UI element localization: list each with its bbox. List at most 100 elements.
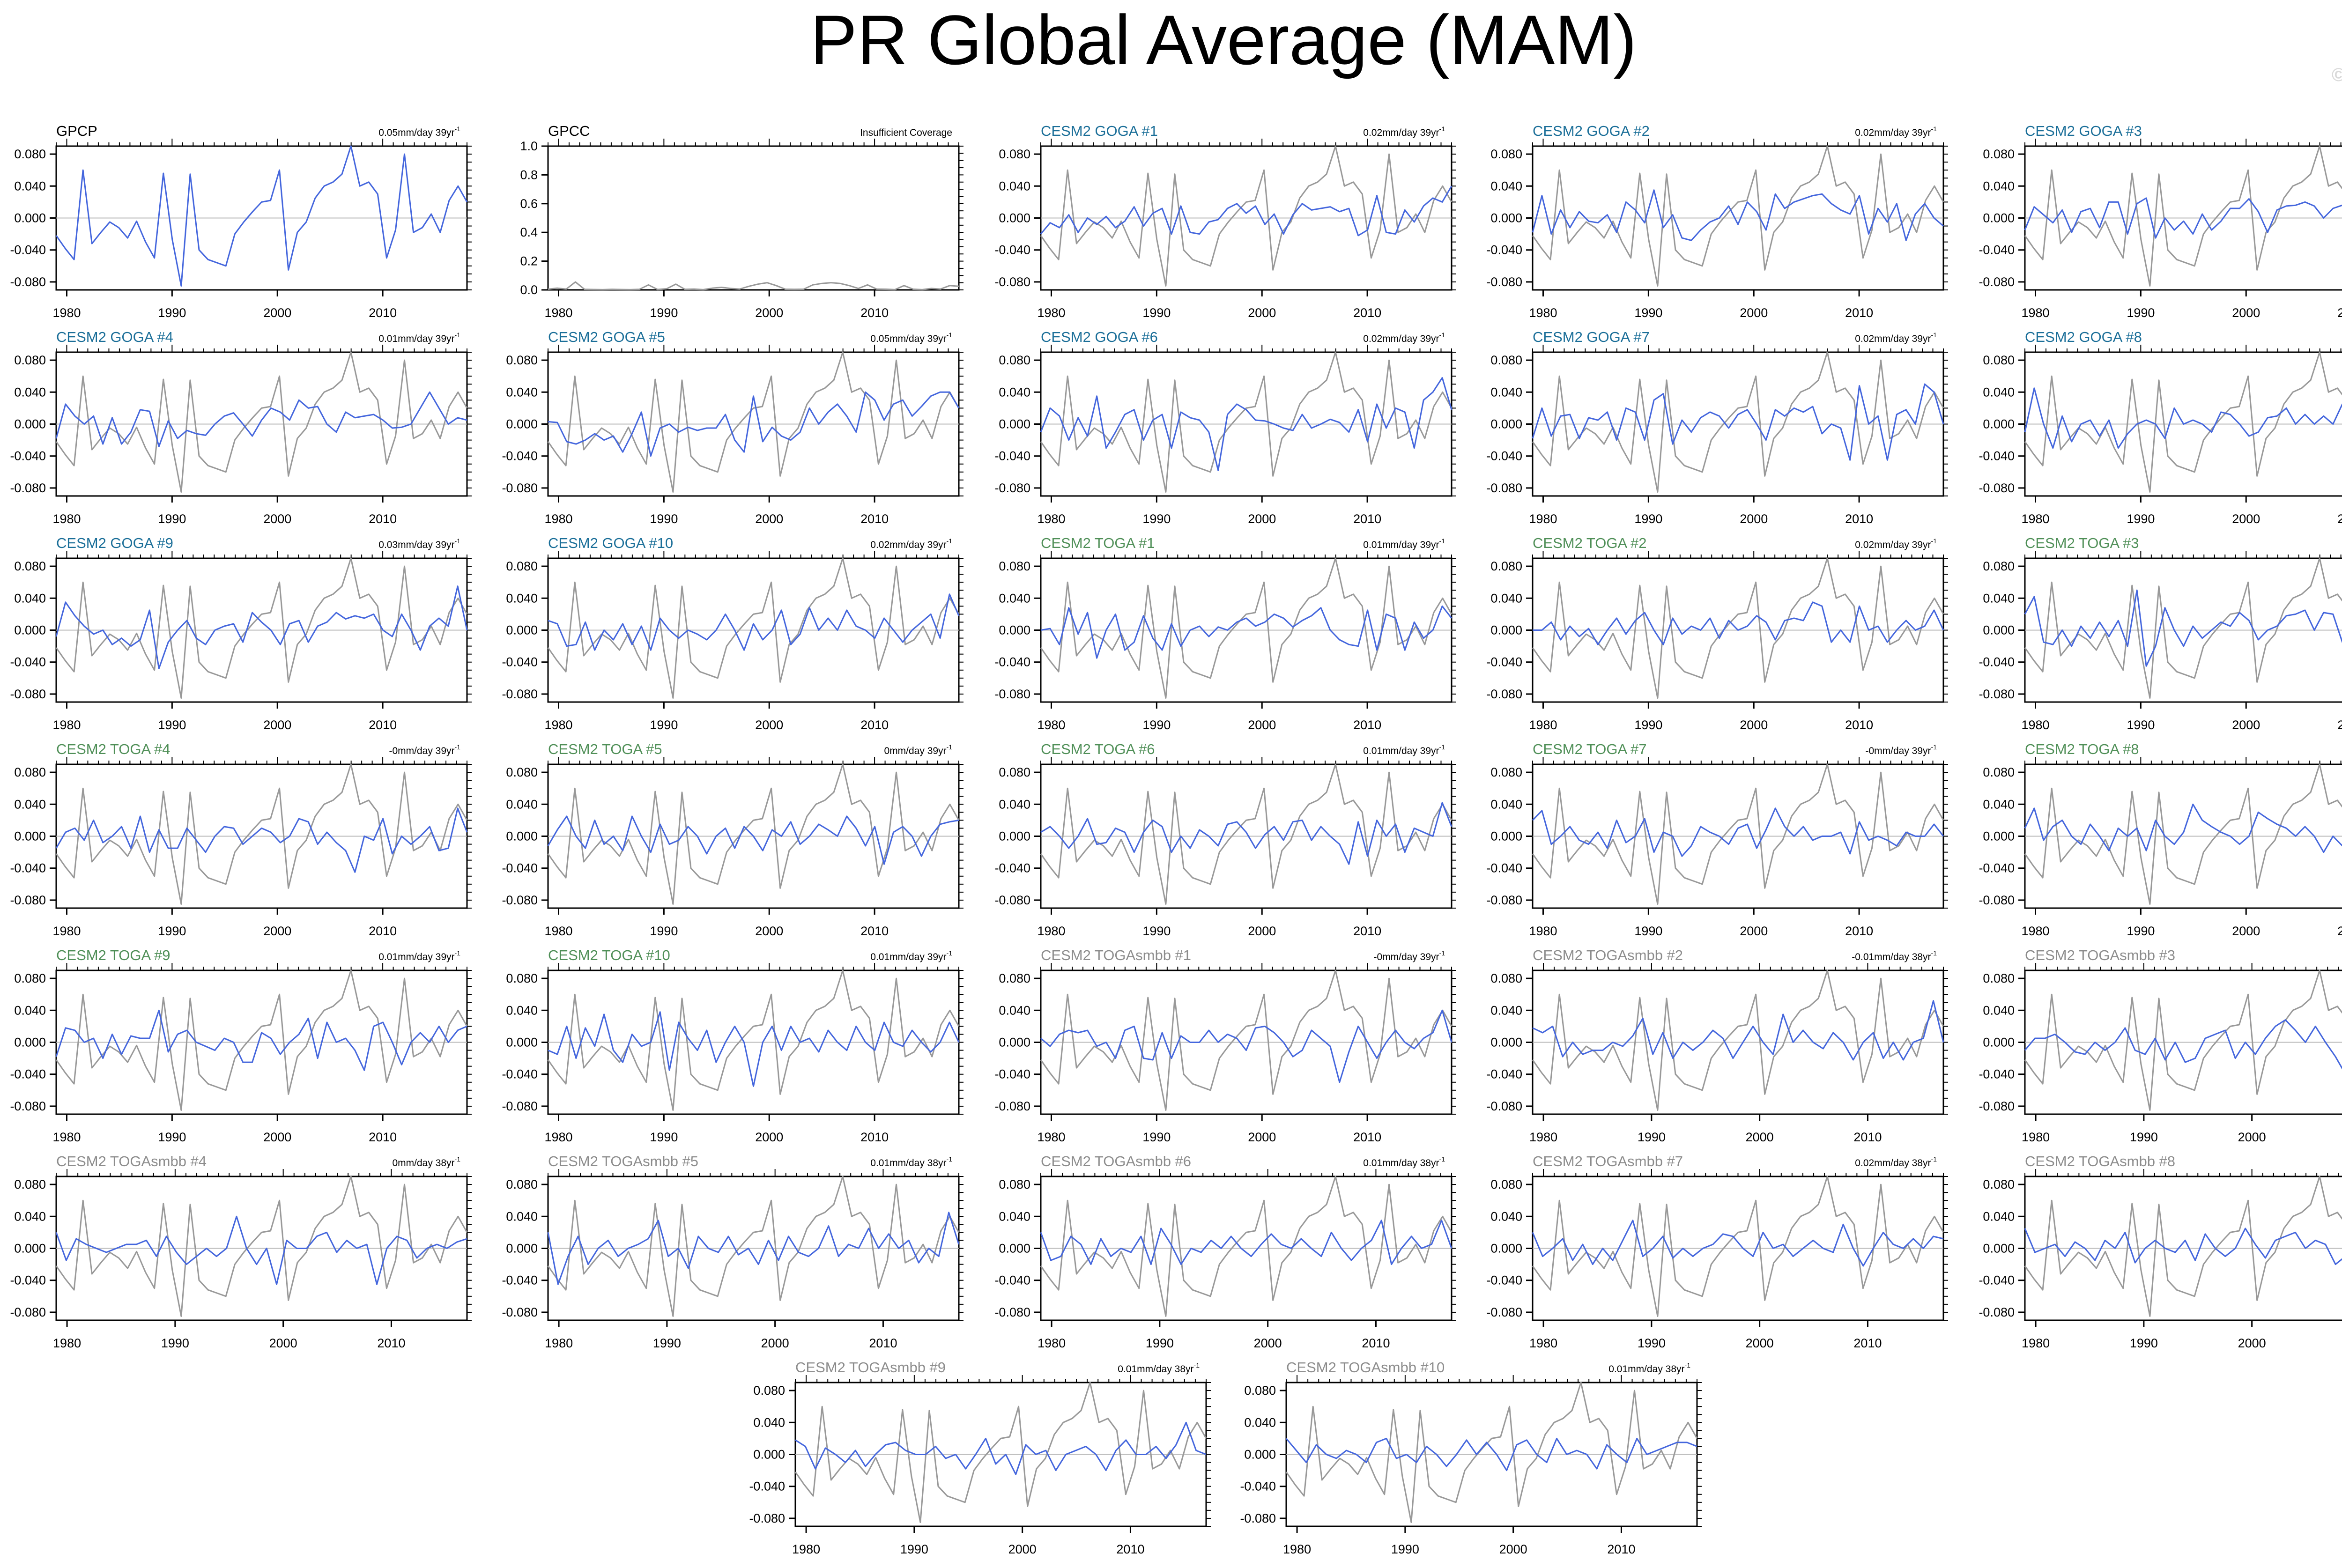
series-line (1040, 1176, 1453, 1317)
x-tick-label: 2010 (369, 718, 397, 732)
y-tick-label: 0.000 (999, 1242, 1030, 1256)
x-tick-label: 2010 (860, 924, 889, 938)
y-tick-label: -0.040 (994, 243, 1030, 257)
y-tick-label: 0.040 (1490, 1003, 1522, 1017)
x-tick-label: 1980 (2022, 1336, 2050, 1350)
x-tick-label: 2010 (2337, 306, 2342, 320)
x-tick-label: 2010 (1845, 512, 1873, 526)
x-tick-label: 2000 (1248, 718, 1276, 732)
trend-label: 0.05mm/day 39yr-1 (378, 125, 460, 138)
y-tick-label: -0.080 (994, 687, 1030, 701)
y-tick-label: -0.040 (1979, 861, 2015, 875)
trend-exponent: -1 (1685, 1361, 1691, 1369)
y-tick-label: -0.040 (10, 861, 46, 875)
y-tick-label: -0.040 (994, 655, 1030, 669)
x-tick-label: 1990 (650, 512, 678, 526)
y-tick-label: 0.080 (1983, 971, 2015, 985)
y-tick-label: -0.040 (1486, 861, 1522, 875)
y-tick-label: -0.040 (502, 861, 538, 875)
y-tick-label: 0.080 (1490, 147, 1522, 161)
y-tick-label: 0.080 (999, 1177, 1030, 1191)
y-tick-label: 0.000 (14, 829, 46, 843)
y-tick-label: 0.040 (1490, 797, 1522, 811)
y-tick-label: 0.040 (506, 1209, 538, 1223)
y-tick-label: -0.080 (1486, 893, 1522, 907)
series-line (2024, 197, 2342, 239)
series-line (1532, 1176, 1944, 1317)
x-tick-label: 2010 (2337, 924, 2342, 938)
x-tick-label: 1990 (1638, 1336, 1666, 1350)
trend-label: 0.02mm/day 39yr-1 (1855, 537, 1937, 550)
y-tick-label: 0.000 (1983, 417, 2015, 431)
trend-label: 0.01mm/day 38yr-1 (1608, 1361, 1690, 1375)
y-tick-label: 0.040 (999, 1209, 1030, 1223)
series-line (2024, 557, 2342, 699)
series-line (2024, 351, 2342, 493)
x-tick-label: 2010 (369, 1130, 397, 1144)
x-tick-label: 2000 (755, 1130, 783, 1144)
y-tick-label: 0.080 (999, 353, 1030, 367)
y-tick-label: 0.2 (520, 254, 538, 268)
page-title: PR Global Average (MAM) (810, 0, 1637, 79)
x-tick-label: 2010 (1845, 924, 1873, 938)
x-tick-label: 1990 (900, 1542, 928, 1556)
x-tick-label: 1990 (653, 1336, 681, 1350)
x-tick-label: 2000 (761, 1336, 789, 1350)
y-tick-label: 0.080 (506, 353, 538, 367)
y-tick-label: -0.080 (10, 893, 46, 907)
series-line (1532, 351, 1944, 493)
y-tick-label: 0.080 (14, 971, 46, 985)
y-tick-label: 0.6 (520, 197, 538, 211)
y-tick-label: -0.040 (1486, 449, 1522, 463)
series-line (1285, 1437, 1697, 1472)
x-tick-label: 2000 (263, 306, 291, 320)
x-tick-label: 2000 (263, 718, 291, 732)
series-line (1040, 351, 1453, 493)
x-tick-label: 1980 (544, 924, 572, 938)
x-tick-label: 1980 (52, 718, 81, 732)
y-tick-label: 0.000 (1983, 1035, 2015, 1050)
x-tick-label: 1980 (1037, 1130, 1065, 1144)
y-tick-label: 0.040 (1490, 1209, 1522, 1223)
series-line (547, 815, 959, 865)
y-tick-label: -0.080 (10, 275, 46, 289)
trend-exponent: -1 (455, 743, 461, 751)
y-tick-label: -0.040 (502, 1067, 538, 1081)
trend-label: 0.02mm/day 39yr-1 (1363, 331, 1445, 344)
y-tick-label: 0.080 (14, 765, 46, 779)
x-tick-label: 2000 (1740, 924, 1768, 938)
x-tick-label: 2010 (1853, 1336, 1882, 1350)
y-tick-label: 0.000 (1490, 623, 1522, 637)
chart-panel: 0.0800.0400.000-0.040-0.0801980199020002… (1979, 1153, 2342, 1350)
series-line (1532, 1220, 1944, 1267)
series-line (548, 391, 960, 457)
trend-label: 0.02mm/day 39yr-1 (1855, 125, 1937, 138)
trend-label: 0.01mm/day 39yr-1 (378, 331, 460, 344)
x-tick-label: 2000 (755, 512, 783, 526)
y-tick-label: -0.080 (1979, 481, 2015, 495)
y-tick-label: 0.040 (506, 591, 538, 605)
trend-exponent: -1 (455, 331, 461, 339)
x-tick-label: 2000 (2232, 718, 2260, 732)
y-tick-label: 0.080 (1490, 971, 1522, 985)
y-tick-label: 0.080 (506, 1177, 538, 1191)
y-tick-label: -0.040 (1486, 1273, 1522, 1287)
x-tick-label: 2000 (1008, 1542, 1037, 1556)
y-tick-label: 0.4 (520, 225, 538, 239)
x-tick-label: 1980 (52, 1130, 81, 1144)
x-tick-label: 2000 (263, 924, 291, 938)
series-line (55, 763, 468, 905)
panel-title: CESM2 GOGA #9 (56, 535, 173, 551)
series-line (1532, 189, 1944, 241)
chart-panel: 0.0800.0400.000-0.040-0.0801980199020002… (1979, 947, 2342, 1144)
y-tick-label: -0.080 (502, 1099, 538, 1113)
series-line (548, 1011, 960, 1087)
